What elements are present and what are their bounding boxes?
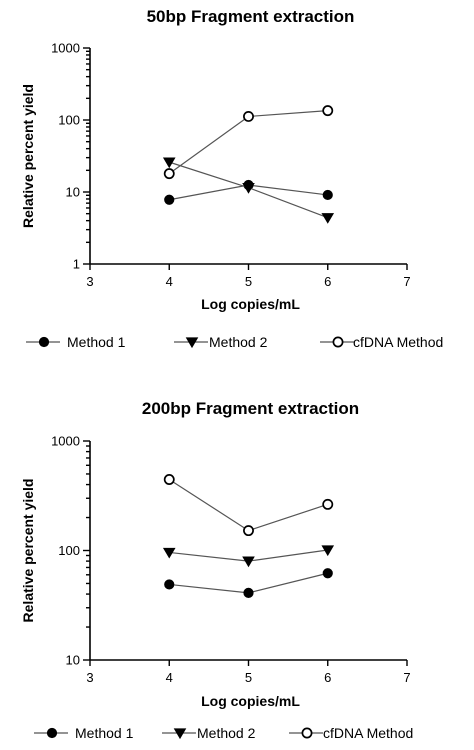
x-tick-label: 7 bbox=[403, 670, 410, 685]
x-tick-label: 5 bbox=[245, 274, 252, 289]
y-tick-label: 1000 bbox=[51, 434, 80, 449]
x-tick-label: 3 bbox=[86, 670, 93, 685]
data-point bbox=[164, 194, 175, 205]
legend-label: cfDNA Method bbox=[323, 725, 413, 741]
legend-item: Method 2 bbox=[162, 725, 256, 741]
data-point bbox=[163, 168, 175, 180]
legend-label: Method 2 bbox=[209, 334, 268, 350]
series-line bbox=[168, 479, 328, 532]
data-point bbox=[321, 545, 335, 557]
data-point bbox=[322, 568, 333, 579]
legend-marker bbox=[185, 337, 199, 349]
chart-title: 200bp Fragment extraction bbox=[142, 399, 359, 418]
data-point bbox=[162, 547, 176, 559]
x-tick-label: 6 bbox=[324, 274, 331, 289]
data-point bbox=[322, 189, 333, 201]
legend-item: cfDNA Method bbox=[289, 725, 413, 741]
y-axis-label: Relative percent yield bbox=[20, 84, 36, 228]
data-point bbox=[162, 157, 176, 169]
x-tick-label: 4 bbox=[166, 670, 173, 685]
legend-item: Method 1 bbox=[34, 725, 134, 741]
legend-item: Method 2 bbox=[174, 334, 268, 350]
x-tick-label: 5 bbox=[245, 670, 252, 685]
data-point bbox=[243, 587, 254, 599]
x-tick-label: 3 bbox=[86, 274, 93, 289]
y-tick-label: 100 bbox=[58, 113, 80, 128]
legend-marker bbox=[301, 727, 313, 739]
data-point bbox=[321, 213, 335, 224]
legend-label: Method 1 bbox=[67, 334, 126, 350]
legend-marker bbox=[173, 728, 187, 740]
y-tick-label: 1 bbox=[73, 257, 80, 272]
data-point bbox=[243, 111, 254, 122]
legend-label: Method 2 bbox=[197, 725, 256, 741]
chart-title: 50bp Fragment extraction bbox=[147, 7, 355, 26]
legend-item: cfDNA Method bbox=[320, 334, 443, 350]
chart-panel-1: 50bp Fragment extraction 3 4 5 6 7 1 10 100 1000 L… bbox=[20, 7, 443, 350]
legend: Method 1 Method 2 cfDNA Method bbox=[34, 725, 413, 741]
data-point bbox=[242, 183, 255, 194]
x-tick-label: 7 bbox=[403, 274, 410, 289]
x-axis-label: Log copies/mL bbox=[201, 693, 300, 709]
data-point bbox=[163, 474, 175, 485]
legend-marker bbox=[38, 336, 50, 348]
y-tick-label: 100 bbox=[58, 543, 80, 558]
y-tick-label: 1000 bbox=[51, 41, 80, 56]
data-point bbox=[242, 556, 255, 568]
legend-marker bbox=[332, 336, 344, 348]
y-tick-label: 10 bbox=[66, 653, 80, 668]
legend-label: Method 1 bbox=[75, 725, 134, 741]
y-axis-label: Relative percent yield bbox=[20, 479, 36, 623]
legend-label: cfDNA Method bbox=[353, 334, 443, 350]
series-method-2 bbox=[162, 545, 335, 568]
legend-item: Method 1 bbox=[26, 334, 126, 350]
x-tick-label: 6 bbox=[324, 670, 331, 685]
data-point bbox=[322, 105, 334, 117]
data-point bbox=[164, 579, 175, 590]
x-axis-label: Log copies/mL bbox=[201, 296, 300, 312]
data-point bbox=[322, 498, 334, 510]
x-tick-label: 4 bbox=[166, 274, 173, 289]
series-cfdna-method bbox=[163, 474, 334, 537]
legend: Method 1 Method 2 cfDNA Method bbox=[26, 334, 443, 350]
series-cfdna-method bbox=[163, 105, 334, 180]
legend-marker bbox=[46, 727, 58, 739]
chart-panel-2: 200bp Fragment extraction 3 4 5 6 7 10 100 1000 L… bbox=[20, 399, 413, 741]
series-method-2 bbox=[162, 157, 335, 224]
y-tick-label: 10 bbox=[66, 185, 80, 200]
series-method-1 bbox=[164, 568, 333, 599]
data-point bbox=[243, 525, 254, 537]
